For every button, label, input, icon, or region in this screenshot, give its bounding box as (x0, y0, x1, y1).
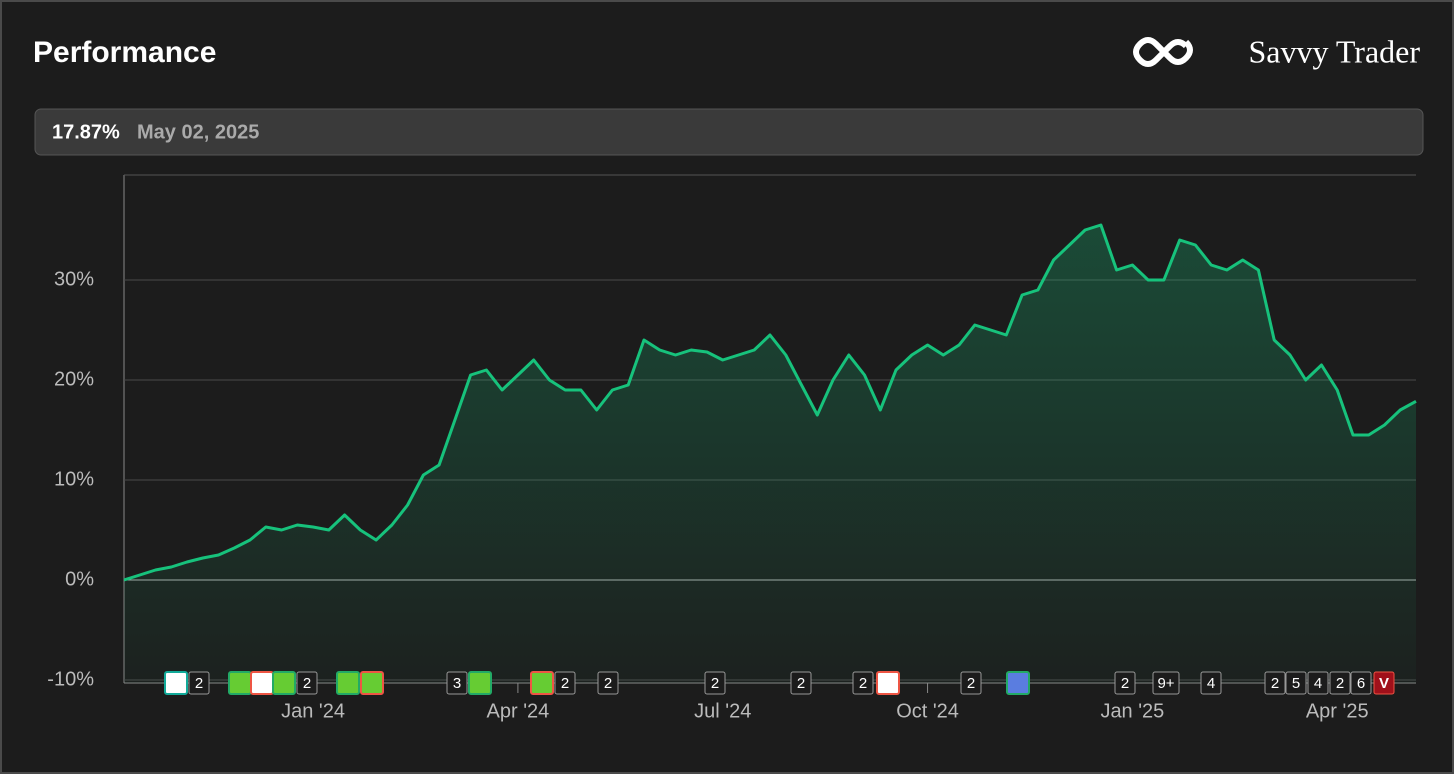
x-tick-label: Apr '24 (487, 700, 550, 722)
event-icon (336, 671, 360, 695)
event-badge (1329, 671, 1351, 695)
event-icon (272, 671, 296, 695)
event-badge (1373, 671, 1395, 695)
event-icon (164, 671, 188, 695)
event-badge-label: 2 (1271, 675, 1279, 692)
readout-date: May 02, 2025 (137, 121, 259, 143)
y-tick-label: 0% (65, 568, 94, 590)
event-badge-label: 2 (561, 675, 569, 692)
event-badge (1285, 671, 1307, 695)
event-icon (1006, 671, 1030, 695)
event-badge-label: 2 (967, 675, 975, 692)
x-tick-label: Apr '25 (1306, 700, 1369, 722)
event-icon (228, 671, 252, 695)
event-badge (296, 671, 318, 695)
event-badge (790, 671, 812, 695)
event-badge (188, 671, 210, 695)
event-badge (446, 671, 468, 695)
brand-logo (1133, 37, 1193, 67)
event-badge-label: 5 (1292, 675, 1300, 692)
event-badge (1152, 671, 1180, 695)
line (123, 223, 1417, 582)
event-badge-label: 2 (1121, 675, 1129, 692)
readout-value: 17.87% (52, 121, 120, 143)
event-badge-label: 4 (1314, 675, 1322, 692)
event-icon (360, 671, 384, 695)
event-badge-label: 4 (1207, 675, 1215, 692)
event-badge (1307, 671, 1329, 695)
event-badge (1350, 671, 1372, 695)
event-badge (597, 671, 619, 695)
event-badge (1114, 671, 1136, 695)
event-icon (530, 671, 554, 695)
event-badge-label: V (1379, 675, 1389, 692)
x-tick-label: Jan '25 (1100, 700, 1164, 722)
y-tick-label: 20% (54, 368, 94, 390)
area (124, 225, 1416, 683)
x-tick-label: Jul '24 (694, 700, 751, 722)
event-badge (852, 671, 874, 695)
event-badge-label: 2 (303, 675, 311, 692)
y-tick-label: 30% (54, 268, 94, 290)
event-icon (250, 671, 274, 695)
event-badge (1264, 671, 1286, 695)
event-badge-label: 2 (797, 675, 805, 692)
event-badge-label: 2 (711, 675, 719, 692)
brand-name: Savvy Trader (1248, 33, 1420, 69)
event-badge-label: 3 (453, 675, 461, 692)
event-badge-label: 2 (604, 675, 612, 692)
event-badge-label: 2 (859, 675, 867, 692)
event-badge (1200, 671, 1222, 695)
event-badge (704, 671, 726, 695)
event-badge-label: 9+ (1157, 675, 1174, 692)
event-badge-label: 2 (1336, 675, 1344, 692)
event-badge-label: 2 (195, 675, 203, 692)
event-icon (468, 671, 492, 695)
event-badge (554, 671, 576, 695)
title: Performance (33, 36, 216, 69)
x-tick-label: Jan '24 (281, 700, 345, 722)
readout-bar (34, 108, 1424, 156)
y-tick-label: 10% (54, 468, 94, 490)
event-icon (876, 671, 900, 695)
x-tick-label: Oct '24 (896, 700, 959, 722)
event-badge-label: 6 (1357, 675, 1365, 692)
y-tick-label: -10% (47, 668, 94, 690)
event-badge (960, 671, 982, 695)
